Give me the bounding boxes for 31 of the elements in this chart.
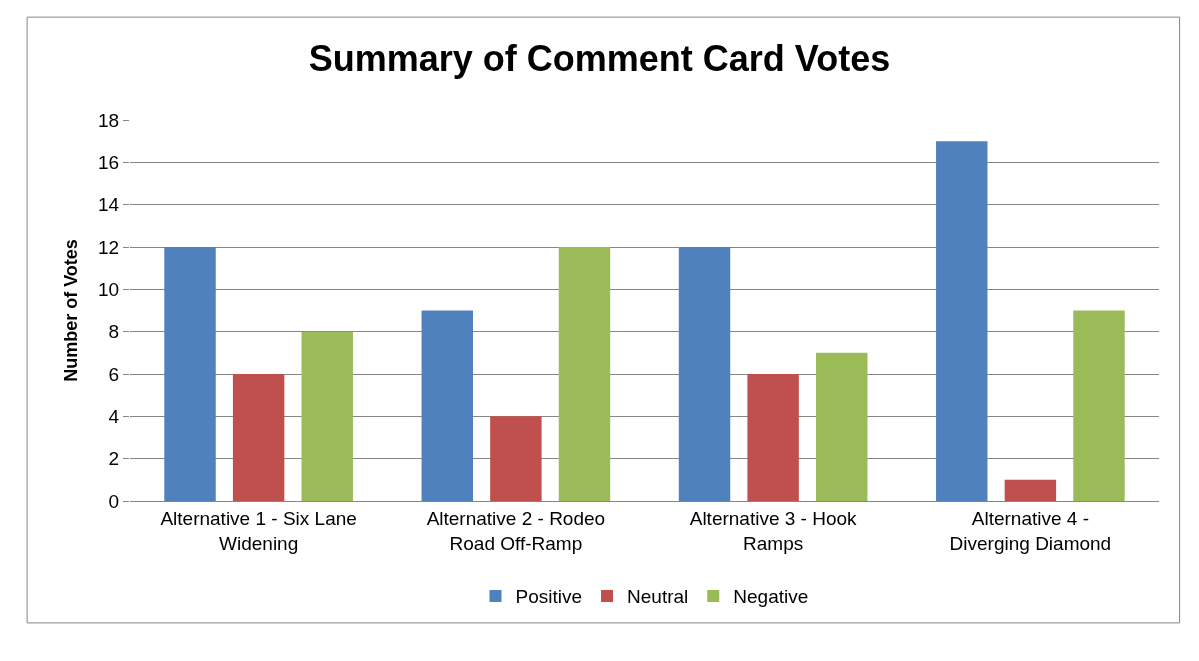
bar [490, 416, 542, 501]
x-tick-label: Alternative 4 - Diverging Diamond [949, 507, 1112, 554]
bar [1073, 310, 1125, 501]
bar [232, 374, 285, 501]
bar [936, 141, 988, 501]
legend-label: Neutral [627, 586, 689, 608]
legend-label: Negative [733, 586, 809, 608]
y-tick-label: 2 [108, 448, 120, 470]
bar [558, 247, 611, 501]
y-tick-label: 18 [98, 109, 120, 131]
bar [164, 247, 216, 501]
y-tick-label: 4 [108, 405, 120, 427]
bar [816, 352, 868, 501]
x-tick-label: Alternative 2 - Rodeo Road Off-Ramp [426, 507, 606, 554]
bar [421, 310, 473, 501]
x-tick-label: Alternative 1 - Six Lane Widening [160, 507, 357, 554]
bar [301, 331, 353, 501]
y-tick-label: 8 [108, 321, 120, 343]
bar [747, 374, 799, 501]
y-tick-label: 16 [98, 151, 120, 173]
y-tick-label: 12 [98, 236, 120, 258]
y-tick-label: 0 [108, 490, 120, 512]
y-tick-label: 6 [108, 363, 120, 385]
legend-label: Positive [515, 586, 583, 608]
y-tick-label: 10 [98, 278, 120, 300]
y-axis-title: Number of Votes [61, 239, 82, 382]
y-tick-label: 14 [98, 194, 120, 216]
x-tick-label: Alternative 3 - Hook Ramps [689, 507, 858, 554]
bar [678, 247, 731, 501]
chart-title: Summary of Comment Card Votes [308, 38, 891, 80]
bar [1004, 479, 1057, 501]
